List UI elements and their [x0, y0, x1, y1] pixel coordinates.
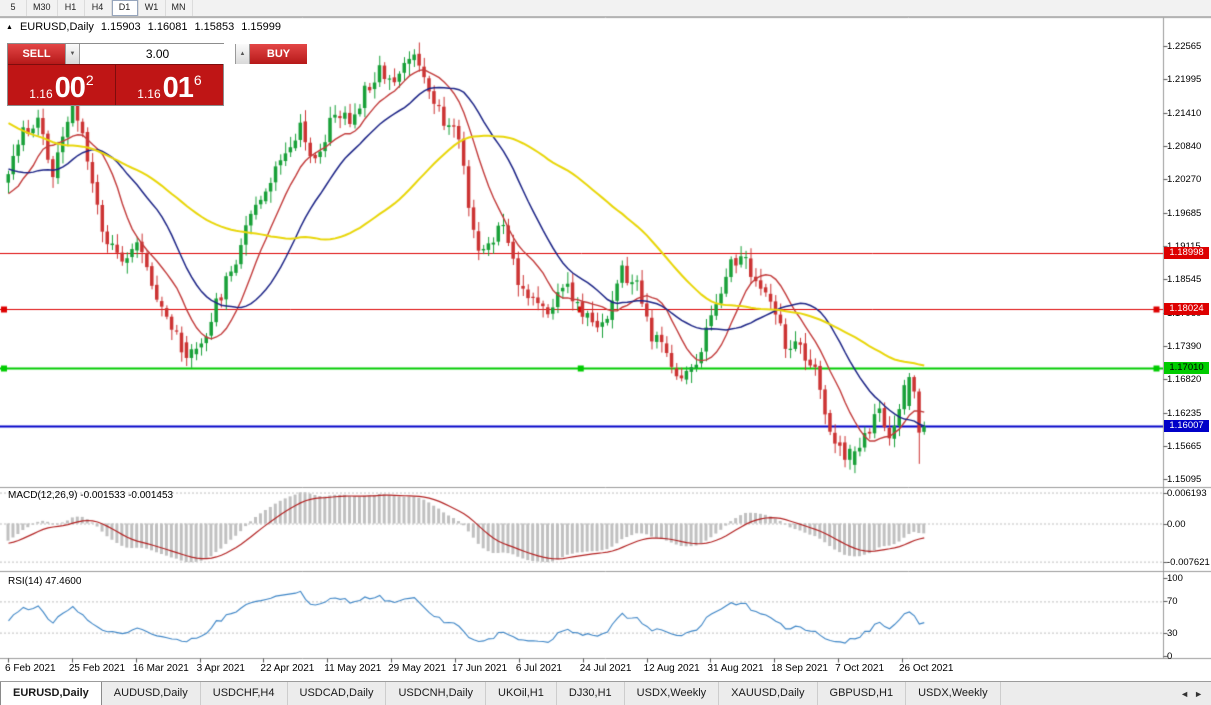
chart-tab-xauusd-daily[interactable]: XAUUSD,Daily — [719, 682, 818, 705]
chart-tab-eurusd-daily[interactable]: EURUSD,Daily — [0, 682, 102, 705]
buy-price[interactable]: 1.16 01 6 — [116, 65, 223, 105]
buy-price-prefix: 1.16 — [137, 87, 161, 101]
chart-high-value: 1.16081 — [147, 21, 188, 33]
timeframe-button-h4[interactable]: H4 — [85, 0, 112, 16]
chart-title: ▲ EURUSD,Daily 1.15903 1.16081 1.15853 1… — [6, 21, 281, 33]
chart-tab-usdcad-daily[interactable]: USDCAD,Daily — [288, 682, 387, 705]
chart-tab-dj30-h1[interactable]: DJ30,H1 — [557, 682, 625, 705]
volume-input[interactable] — [80, 44, 235, 64]
timeframe-button-mn[interactable]: MN — [166, 0, 193, 16]
timeframe-button-5[interactable]: 5 — [0, 0, 27, 16]
one-click-trading-panel: SELL ▼ ▲ BUY 1.16 00 2 1.16 01 6 — [7, 43, 307, 106]
sell-price-prefix: 1.16 — [29, 87, 53, 101]
timeframe-button-d1[interactable]: D1 — [111, 0, 139, 16]
sell-button[interactable]: SELL — [8, 44, 65, 64]
chart-symbol-period: EURUSD,Daily — [19, 21, 94, 33]
volume-increase-button[interactable]: ▲ — [235, 44, 250, 64]
chart-open-value: 1.15903 — [100, 21, 141, 33]
chart-tab-audusd-daily[interactable]: AUDUSD,Daily — [102, 682, 201, 705]
tabbar-scroll-right-icon[interactable]: ► — [1194, 688, 1203, 699]
buy-price-big: 01 — [162, 72, 194, 104]
timeframe-button-m30[interactable]: M30 — [27, 0, 58, 16]
buy-price-sup: 6 — [193, 72, 202, 88]
chart-tab-usdchf-h4[interactable]: USDCHF,H4 — [201, 682, 288, 705]
rsi-indicator-label: RSI(14) 47.4600 — [8, 576, 82, 587]
timeframe-toolbar: 5 M30 H1 H4 D1 W1 MN — [0, 0, 1211, 17]
collapse-arrow-icon[interactable]: ▲ — [6, 23, 13, 31]
chart-tab-usdcnh-daily[interactable]: USDCNH,Daily — [386, 682, 487, 705]
buy-button[interactable]: BUY — [250, 44, 307, 64]
sell-price-big: 00 — [54, 72, 86, 104]
chart-tab-usdx-weekly[interactable]: USDX,Weekly — [906, 682, 1001, 705]
tabbar-scrolls: ◄ ► — [1180, 682, 1211, 705]
timeframe-button-w1[interactable]: W1 — [139, 0, 166, 16]
macd-indicator-label: MACD(12,26,9) -0.001533 -0.001453 — [8, 490, 174, 501]
timeframe-button-h1[interactable]: H1 — [58, 0, 85, 16]
chevron-down-icon: ▼ — [69, 51, 76, 57]
chart-low-value: 1.15853 — [194, 21, 235, 33]
chart-tabbar: EURUSD,Daily AUDUSD,Daily USDCHF,H4 USDCAD,… — [0, 681, 1211, 705]
chart-tabs: EURUSD,Daily AUDUSD,Daily USDCHF,H4 USDCAD,… — [0, 682, 1001, 705]
chevron-up-icon: ▲ — [239, 51, 246, 57]
chart-tab-ukoil-h1[interactable]: UKOil,H1 — [486, 682, 557, 705]
sell-price[interactable]: 1.16 00 2 — [8, 65, 115, 105]
volume-decrease-button[interactable]: ▼ — [65, 44, 80, 64]
chart-close-value: 1.15999 — [241, 21, 281, 33]
chart-tab-usdx-weekly[interactable]: USDX,Weekly — [625, 682, 720, 705]
tabbar-scroll-left-icon[interactable]: ◄ — [1180, 688, 1190, 699]
sell-price-sup: 2 — [85, 72, 94, 88]
chart-tab-gbpusd-h1[interactable]: GBPUSD,H1 — [818, 682, 907, 705]
